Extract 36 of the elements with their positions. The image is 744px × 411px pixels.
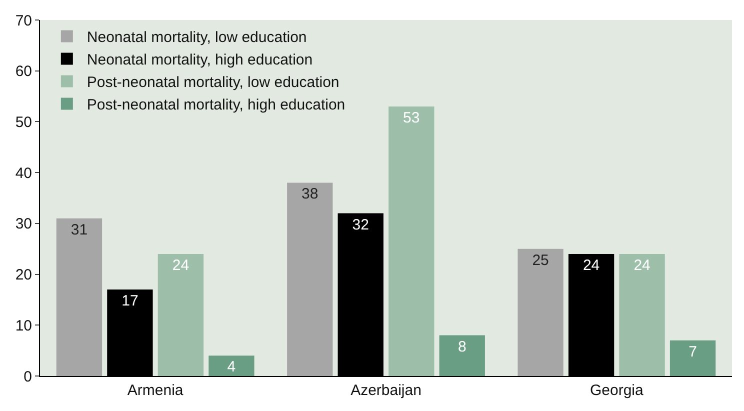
legend-label: Neonatal mortality, low education (86, 29, 307, 46)
y-tick-label: 70 (15, 12, 32, 30)
data-label: 31 (70, 221, 88, 238)
y-tick-label: 20 (15, 266, 32, 284)
data-label: 8 (458, 338, 466, 356)
data-label: 25 (532, 252, 549, 269)
bar (56, 218, 102, 376)
data-label: 32 (352, 216, 369, 234)
bar (158, 254, 204, 376)
x-tick-label: Armenia (127, 382, 184, 399)
bar (670, 340, 716, 376)
legend-label: Neonatal mortality, high education (86, 52, 313, 69)
data-label: 17 (122, 292, 138, 310)
data-label: 38 (302, 186, 318, 203)
y-tick-label: 50 (15, 114, 32, 131)
y-tick-label: 0 (24, 368, 32, 386)
data-label: 53 (403, 109, 420, 126)
y-tick-label: 30 (15, 216, 32, 233)
bar (287, 182, 333, 376)
bar (388, 106, 434, 376)
data-label: 24 (172, 256, 190, 274)
x-tick-label: Azerbaijan (350, 382, 422, 399)
bar (208, 356, 254, 376)
data-label: 7 (688, 343, 697, 360)
y-tick-label: 10 (15, 317, 32, 334)
legend-label: Post-neonatal mortality, low education (86, 74, 340, 92)
legend-label: Post-neonatal mortality, high education (86, 96, 346, 114)
y-tick-label: 60 (15, 63, 32, 80)
y-tick-label: 40 (15, 164, 32, 182)
bar (619, 254, 665, 376)
x-tick-label: Georgia (590, 382, 644, 399)
data-label: 24 (582, 256, 600, 274)
data-label: 24 (634, 256, 650, 274)
data-label: 4 (227, 358, 236, 376)
bar (439, 335, 485, 376)
bar (518, 248, 564, 376)
